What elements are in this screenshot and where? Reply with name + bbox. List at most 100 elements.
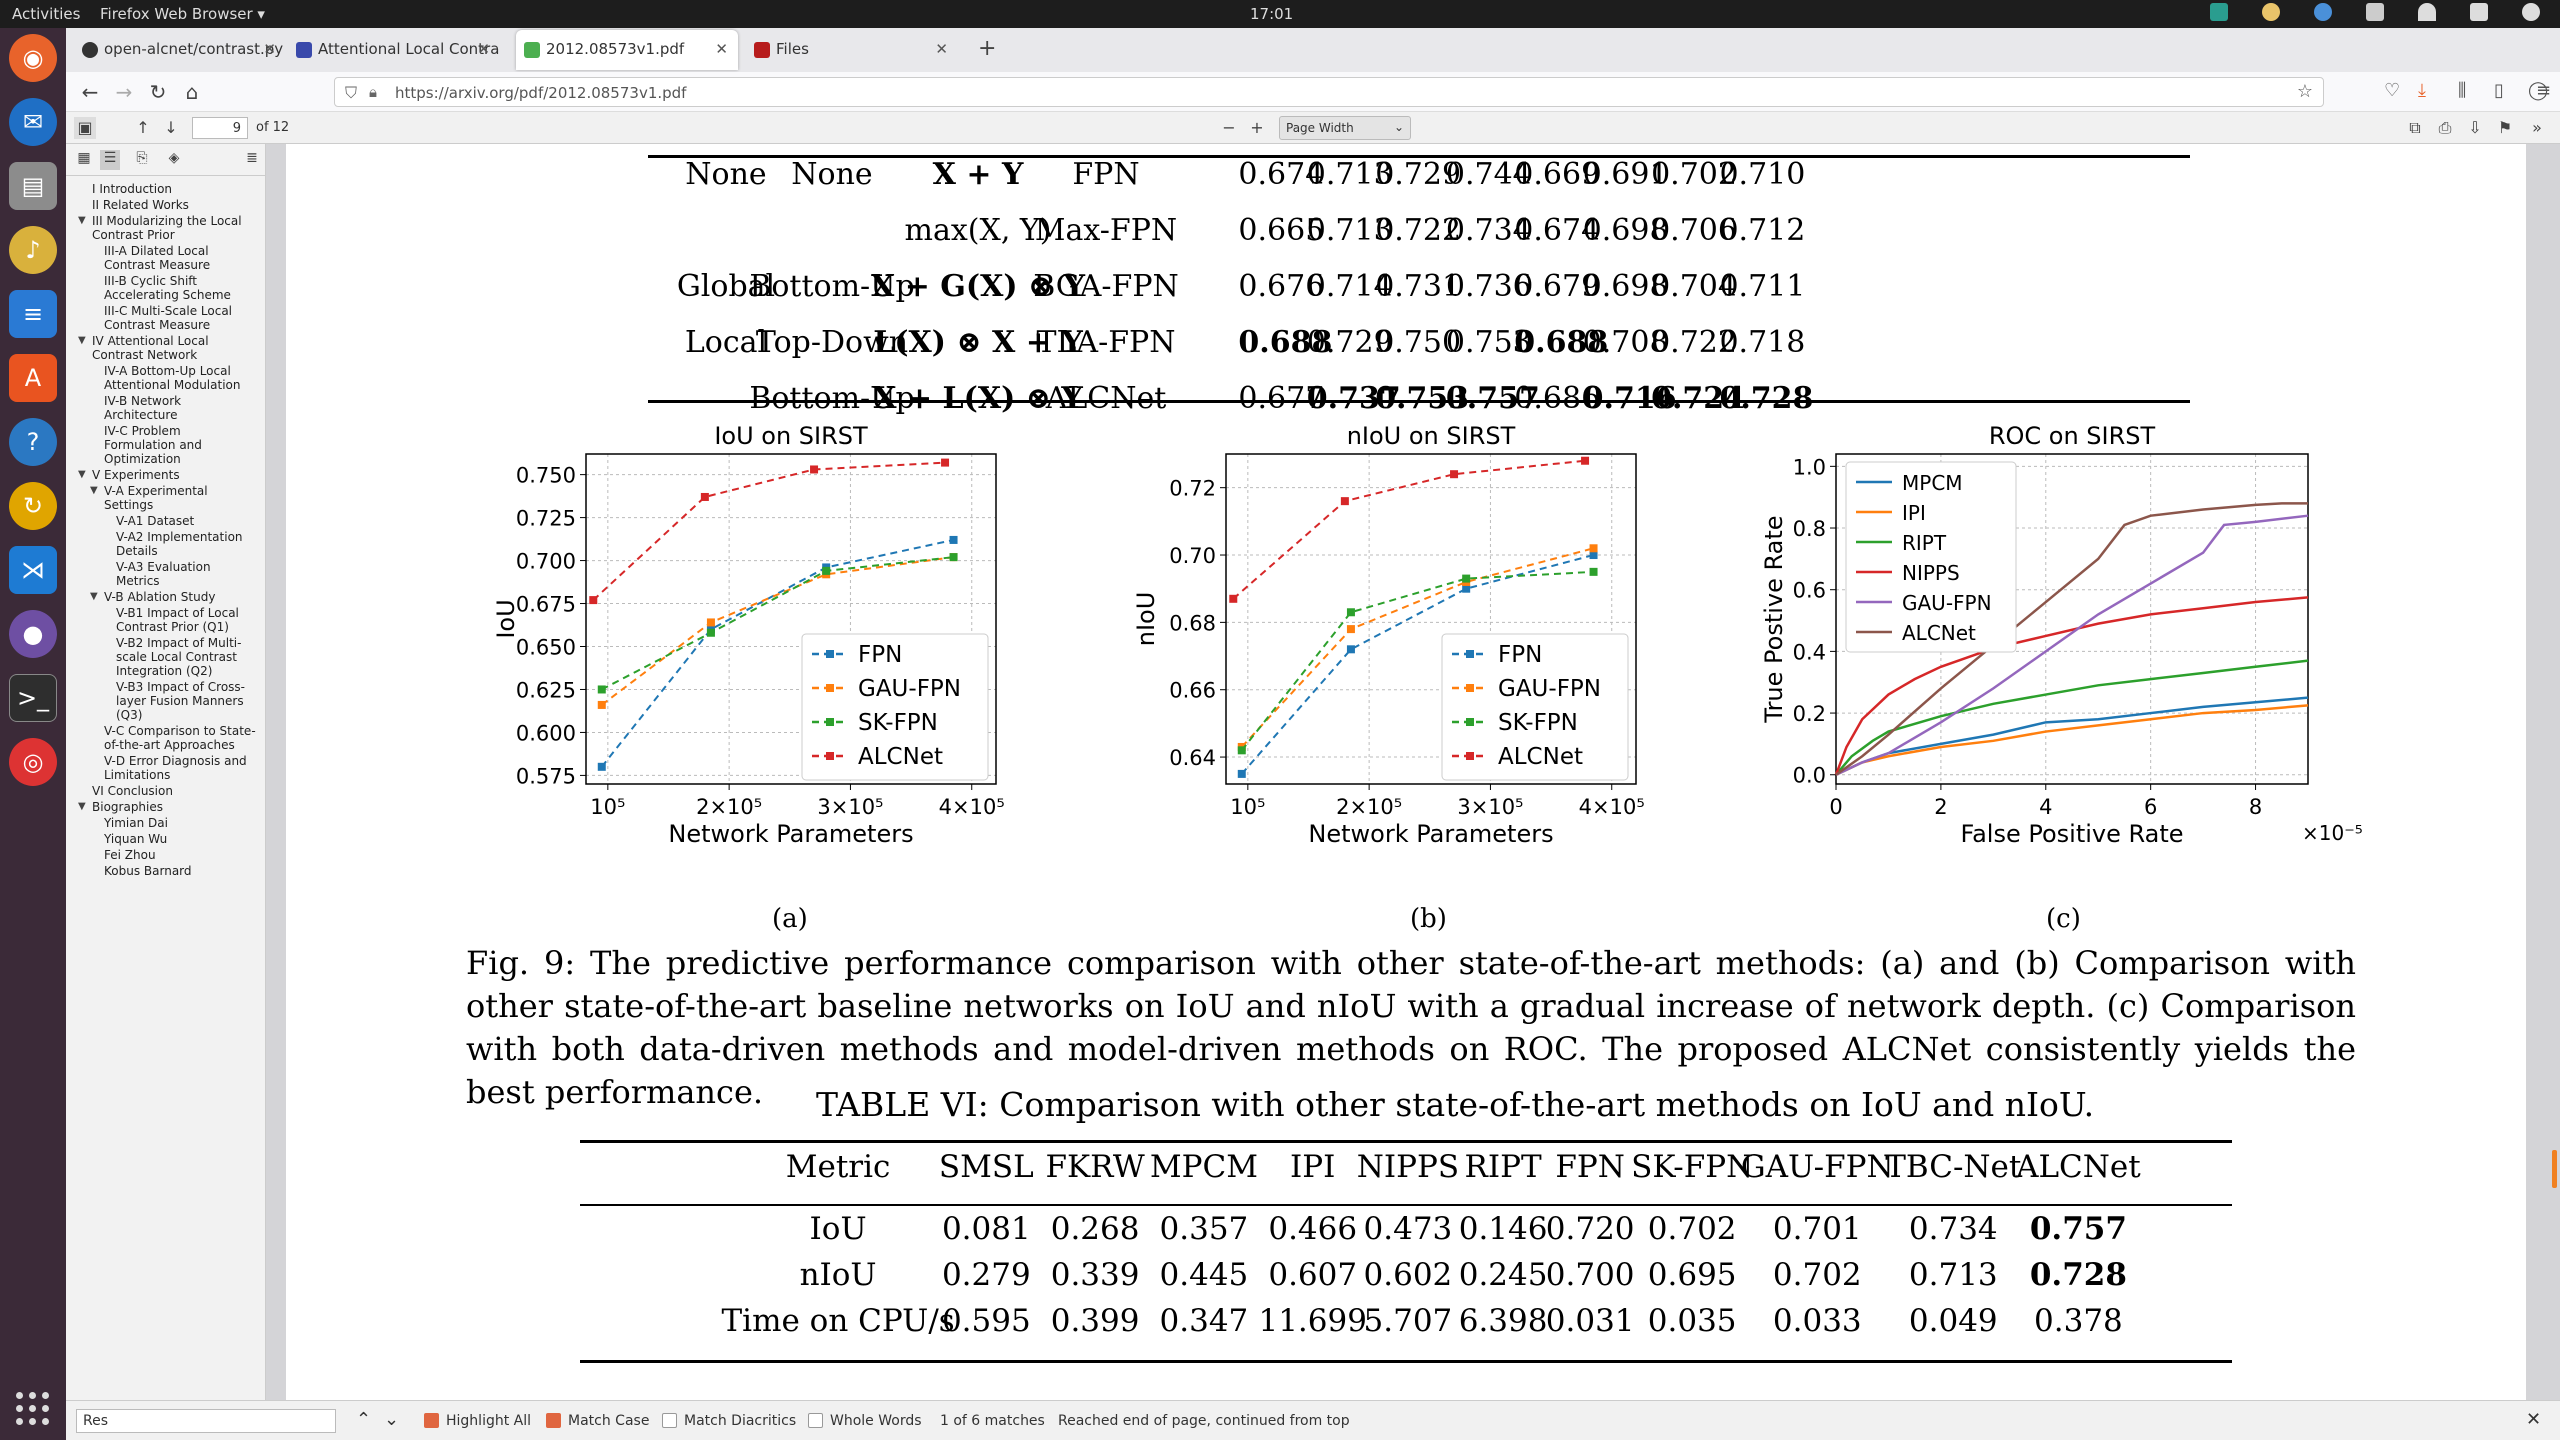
outline-item[interactable]: V-A3 Evaluation Metrics (116, 560, 262, 588)
outline-item[interactable]: V-B2 Impact of Multi- scale Local Contra… (116, 636, 262, 678)
power-icon[interactable] (2522, 3, 2540, 21)
tab-files[interactable]: Files ✕ (746, 30, 958, 70)
firefox-icon[interactable]: ◉ (9, 34, 57, 82)
pocket-icon[interactable]: ♡ (2384, 80, 2401, 101)
outline-twisty-icon[interactable]: ▼ (78, 215, 86, 226)
outline-twisty-icon[interactable]: ▼ (90, 591, 98, 602)
tools-icon[interactable]: » (2532, 118, 2542, 137)
bookmark-icon[interactable]: ⚑ (2497, 118, 2513, 137)
outline-item[interactable]: ▼ V Experiments (78, 468, 262, 482)
outline-item[interactable]: Fei Zhou (104, 848, 262, 862)
attachments-icon[interactable]: ⎘ (136, 150, 148, 166)
outline-item[interactable]: V-D Error Diagnosis and Limitations (104, 754, 262, 782)
tray-updates-icon[interactable] (2262, 3, 2280, 21)
current-outline-item-icon[interactable]: ≣ (246, 150, 258, 166)
outline-item[interactable]: III-B Cyclic Shift Accelerating Scheme (104, 274, 262, 302)
files-icon[interactable]: ▤ (9, 162, 57, 210)
help-icon[interactable]: ? (9, 418, 57, 466)
toggle-sidebar-icon[interactable]: ▣ (74, 117, 96, 139)
previous-page-button[interactable]: ↑ (136, 118, 150, 137)
outline-item[interactable]: IV-C Problem Formulation and Optimizatio… (104, 424, 262, 466)
show-apps-icon[interactable] (16, 1392, 50, 1426)
whole-words-checkbox[interactable] (808, 1413, 823, 1428)
url-text[interactable]: https://arxiv.org/pdf/2012.08573v1.pdf (395, 84, 687, 102)
outline-item[interactable]: ▼ III Modularizing the Local Contrast Pri… (78, 214, 262, 242)
library-icon[interactable]: ⫼ (2458, 80, 2467, 101)
forward-button[interactable]: → (115, 80, 133, 104)
wifi-icon[interactable] (2418, 3, 2436, 21)
outline-item[interactable]: Yiquan Wu (104, 832, 262, 846)
close-tab-icon[interactable]: ✕ (477, 40, 490, 58)
sync-app-icon[interactable]: ↻ (9, 482, 57, 530)
outline-item[interactable]: V-A2 Implementation Details (116, 530, 262, 558)
tab-attentional-local[interactable]: Attentional Local Contra ✕ (288, 30, 500, 70)
match-case-label[interactable]: Match Case (568, 1413, 650, 1429)
reload-button[interactable]: ↻ (149, 80, 167, 104)
outline-item[interactable]: IV-A Bottom-Up Local Attentional Modulat… (104, 364, 262, 392)
bookmark-star-icon[interactable]: ☆ (2296, 81, 2313, 102)
rhythmbox-icon[interactable]: ♪ (9, 226, 57, 274)
scrollbar-match-marker[interactable] (2552, 1150, 2557, 1188)
menu-icon[interactable]: ≡ (2536, 80, 2552, 101)
match-diacritics-label[interactable]: Match Diacritics (684, 1413, 797, 1429)
url-bar[interactable]: ⛉ 🔒︎ https://arxiv.org/pdf/2012.08573v1.… (334, 77, 2324, 107)
tab-contrast-py[interactable]: open-alcnet/contrast.py ✕ (74, 30, 286, 70)
vscode-icon[interactable]: ⋊ (9, 546, 57, 594)
highlight-all-checkbox[interactable] (424, 1413, 439, 1428)
close-tab-icon[interactable]: ✕ (715, 40, 728, 58)
github-desktop-icon[interactable]: ● (9, 610, 57, 658)
presentation-mode-icon[interactable]: ⧉ (2409, 118, 2421, 137)
chrome-icon[interactable]: ◎ (9, 738, 57, 786)
outline-twisty-icon[interactable]: ▼ (90, 485, 98, 496)
outline-item[interactable]: III-C Multi-Scale Local Contrast Measure (104, 304, 262, 332)
terminal-icon[interactable]: >_ (9, 674, 57, 722)
outline-item[interactable]: ▼ Biographies (78, 800, 262, 814)
clock[interactable]: 17:01 (1250, 5, 1294, 23)
app-menu[interactable]: Firefox Web Browser ▾ (100, 5, 265, 23)
outline-item[interactable]: ▼ V-A Experimental Settings (90, 484, 262, 512)
outline-item[interactable]: VI Conclusion (92, 784, 262, 798)
outline-item[interactable]: IV-B Network Architecture (104, 394, 262, 422)
home-button[interactable]: ⌂ (185, 80, 199, 104)
outline-item[interactable]: III-A Dilated Local Contrast Measure (104, 244, 262, 272)
zoom-select[interactable]: Page Width ⌄ (1279, 116, 1411, 140)
close-tab-icon[interactable]: ✕ (935, 40, 948, 58)
outline-twisty-icon[interactable]: ▼ (78, 469, 86, 480)
tracking-shield-icon[interactable]: ⛉ (345, 83, 358, 102)
close-tab-icon[interactable]: ✕ (263, 40, 276, 58)
outline-item[interactable]: V-B1 Impact of Local Contrast Prior (Q1) (116, 606, 262, 634)
account-icon[interactable]: ◯ (2528, 80, 2549, 101)
tray-sync-icon[interactable] (2314, 3, 2332, 21)
sidebar-toggle-icon[interactable]: ▯ (2494, 80, 2504, 101)
outline-icon[interactable]: ☰ (100, 150, 120, 170)
zoom-out-button[interactable]: − (1222, 118, 1236, 137)
thunderbird-icon[interactable]: ✉ (9, 98, 57, 146)
outline-item[interactable]: V-B3 Impact of Cross- layer Fusion Manne… (116, 680, 262, 722)
zoom-in-button[interactable]: + (1250, 118, 1264, 137)
whole-words-label[interactable]: Whole Words (830, 1413, 922, 1429)
tray-app-icon[interactable] (2210, 3, 2228, 21)
find-input[interactable]: Res (76, 1409, 336, 1433)
highlight-all-label[interactable]: Highlight All (446, 1413, 532, 1429)
tab-pdf[interactable]: 2012.08573v1.pdf ✕ (516, 30, 738, 70)
match-case-checkbox[interactable] (546, 1413, 561, 1428)
outline-item[interactable]: Yimian Dai (104, 816, 262, 830)
outline-item[interactable]: II Related Works (92, 198, 262, 212)
outline-twisty-icon[interactable]: ▼ (78, 801, 86, 812)
outline-twisty-icon[interactable]: ▼ (78, 335, 86, 346)
back-button[interactable]: ← (81, 80, 99, 104)
thumbnails-icon[interactable]: ▦ (77, 150, 91, 166)
outline-item[interactable]: Kobus Barnard (104, 864, 262, 878)
activities-button[interactable]: Activities (12, 5, 81, 23)
downloads-icon[interactable]: ⤓ (2418, 80, 2426, 101)
match-diacritics-checkbox[interactable] (662, 1413, 677, 1428)
save-icon[interactable]: ⇩ (2468, 118, 2482, 137)
outline-item[interactable]: I Introduction (92, 182, 262, 196)
outline-item[interactable]: V-C Comparison to State- of-the-art Appr… (104, 724, 262, 752)
find-next-button[interactable]: ⌄ (384, 1409, 400, 1430)
lock-icon[interactable]: 🔒︎ (369, 83, 377, 101)
volume-icon[interactable] (2470, 3, 2488, 21)
software-center-icon[interactable]: A (9, 354, 57, 402)
outline-item[interactable]: ▼ IV Attentional Local Contrast Network (78, 334, 262, 362)
new-tab-button[interactable]: + (978, 36, 997, 61)
